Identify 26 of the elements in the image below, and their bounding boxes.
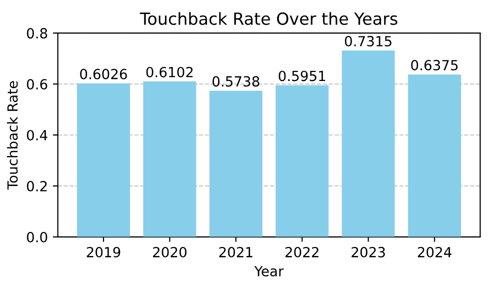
data-label: 0.5738 <box>212 76 260 87</box>
data-label: 0.5951 <box>278 70 326 82</box>
y-tick-label: 0.0 <box>26 232 48 242</box>
data-label: 0.7315 <box>344 36 392 46</box>
x-tick-label: 2020 <box>153 246 186 258</box>
bar <box>276 85 329 237</box>
x-tick-label: 2019 <box>86 246 120 258</box>
bar <box>143 81 196 237</box>
y-tick-label: 0.6 <box>26 78 48 90</box>
y-tick-label: 0.4 <box>26 130 48 140</box>
data-label: 0.6375 <box>411 60 458 70</box>
data-label: 0.6102 <box>146 66 193 78</box>
x-tick-label: 2022 <box>285 246 318 258</box>
x-tick-label: 2024 <box>418 246 452 258</box>
x-tick-label: 2023 <box>352 246 385 258</box>
chart-title: Touchback Rate Over the Years <box>140 12 398 25</box>
bar <box>77 83 130 237</box>
data-label: 0.6026 <box>80 68 127 80</box>
x-tick-label: 2021 <box>219 246 252 258</box>
bar <box>209 90 262 237</box>
y-tick-label: 0.8 <box>26 28 48 39</box>
y-tick-label: 0.2 <box>26 180 47 192</box>
bar <box>342 50 395 237</box>
y-axis-title: Touchback Rate <box>7 81 18 190</box>
bar <box>408 74 461 237</box>
x-axis-title: Year <box>254 266 284 276</box>
